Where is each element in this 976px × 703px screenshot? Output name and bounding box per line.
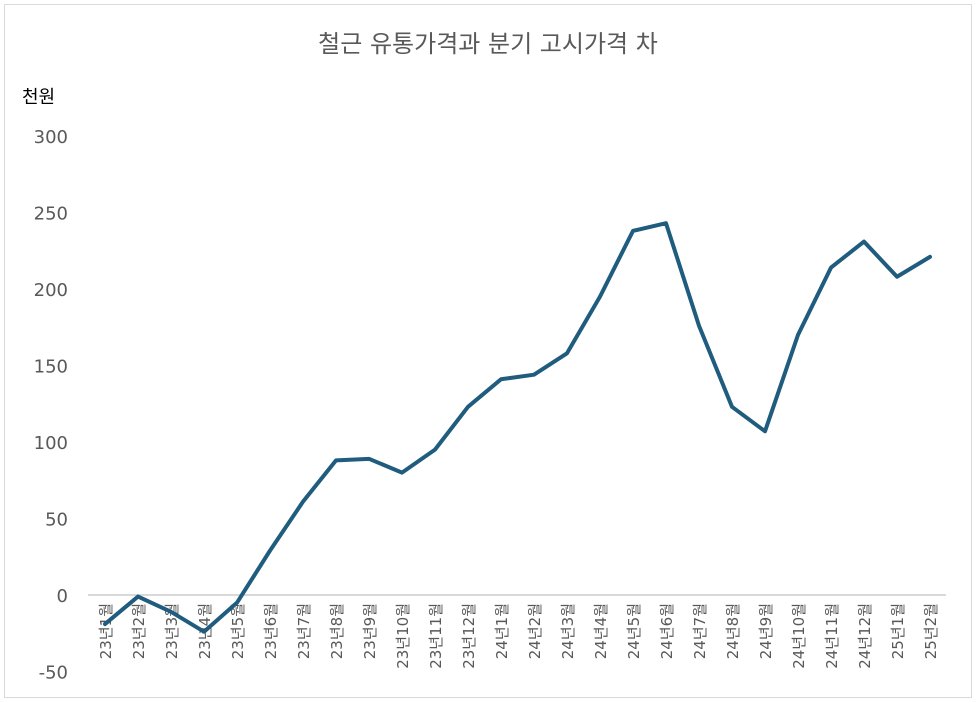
y-tick-label: -50: [39, 663, 68, 684]
x-tick-label: 24년6월: [658, 603, 676, 659]
y-tick-label: 150: [34, 357, 68, 378]
x-tick-label: 24년3월: [559, 603, 577, 659]
x-tick-label: 23년12월: [460, 603, 478, 669]
x-tick-label: 24년10월: [790, 603, 808, 669]
x-tick-label: 24년4월: [592, 603, 610, 659]
x-tick-label: 23년6월: [262, 603, 280, 659]
y-tick-label: 100: [34, 433, 68, 454]
x-tick-label: 24년5월: [625, 603, 643, 659]
x-tick-label: 24년2월: [526, 603, 544, 659]
y-axis-label: 천원: [22, 87, 55, 108]
y-tick-label: 0: [57, 586, 68, 607]
x-tick-label: 23년2월: [130, 603, 148, 659]
x-tick-label: 24년12월: [856, 603, 874, 669]
x-tick-label: 23년10월: [394, 603, 412, 669]
x-tick-label: 23년5월: [229, 603, 247, 659]
y-tick-label: 250: [34, 204, 68, 225]
y-tick-label: 50: [45, 510, 68, 531]
y-tick-label: 200: [34, 280, 68, 301]
x-tick-label: 23년11월: [427, 603, 445, 669]
x-tick-label: 25년1월: [889, 603, 907, 659]
x-tick-label: 23년7월: [295, 603, 313, 659]
chart-title: 철근 유통가격과 분기 고시가격 차: [318, 30, 658, 58]
x-tick-label: 24년9월: [757, 603, 775, 659]
y-tick-label: 300: [34, 127, 68, 148]
x-tick-label: 24년1월: [493, 603, 511, 659]
x-tick-label: 23년1월: [97, 603, 115, 659]
x-tick-label: 23년8월: [328, 603, 346, 659]
x-tick-label: 24년8월: [724, 603, 742, 659]
chart-frame: [4, 4, 972, 698]
series-line: [103, 221, 932, 634]
x-tick-label: 25년2월: [922, 603, 940, 659]
x-tick-label: 24년11월: [823, 603, 841, 669]
x-tick-label: 23년9월: [361, 603, 379, 659]
x-tick-label: 24년7월: [691, 603, 709, 659]
